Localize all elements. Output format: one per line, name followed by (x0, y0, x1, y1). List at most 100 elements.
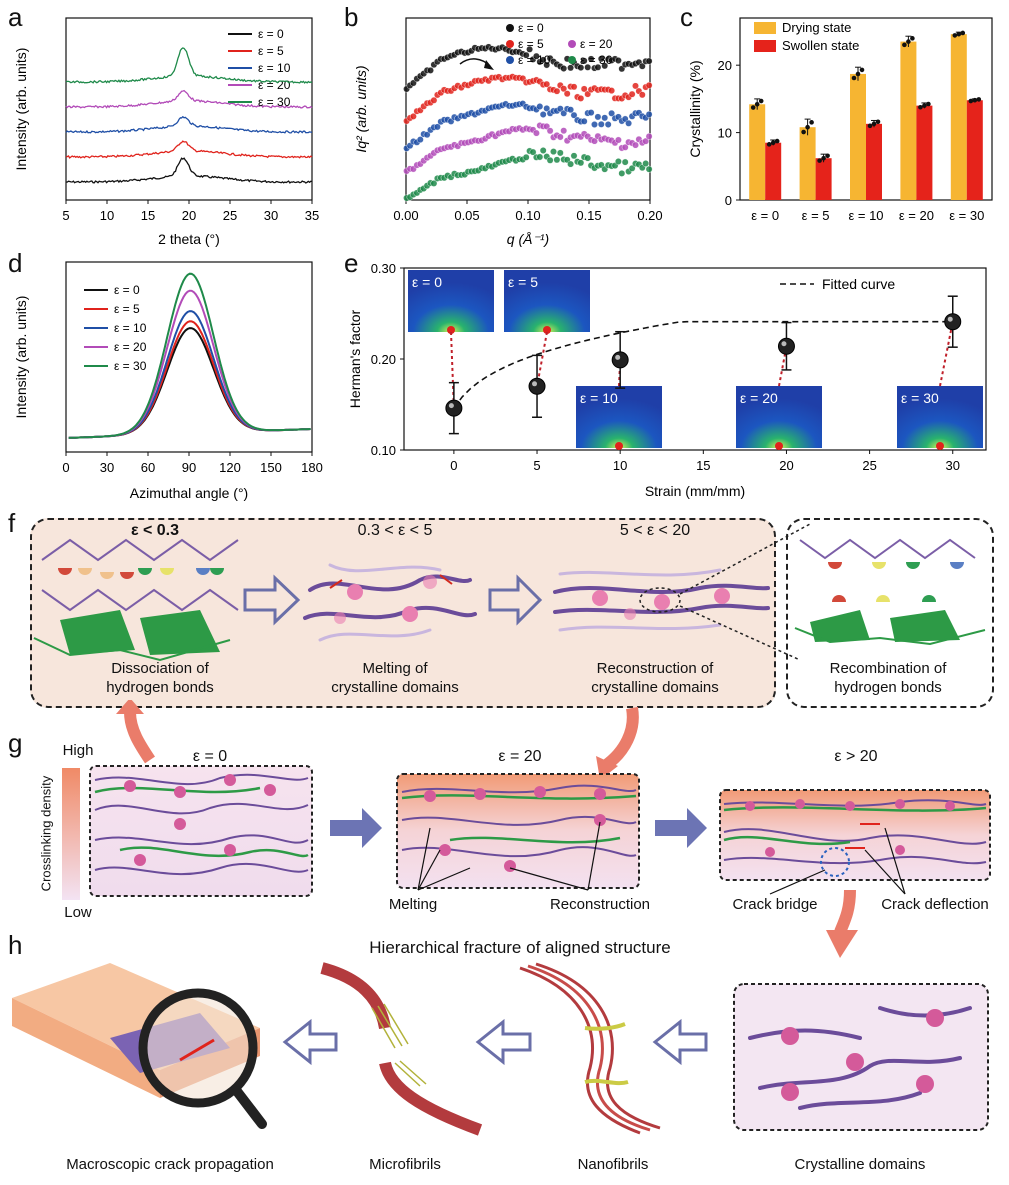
data-point (560, 65, 568, 72)
series-points-1 (403, 73, 653, 125)
data-point (570, 152, 578, 160)
x-tick-label: 0.10 (515, 208, 540, 223)
legend-label-0: Drying state (782, 20, 851, 35)
chart-e-hermans: 0 5 10 15 20 25 30 0.10 0.20 0.30 Strain (mm/mm) He… (347, 261, 987, 499)
data-point (642, 160, 650, 167)
bar-1-2 (866, 123, 882, 200)
x-tick-label: 0.00 (393, 208, 418, 223)
series-points-2 (403, 100, 653, 152)
f-hollow-arrow-2 (488, 574, 543, 626)
f-caption-1b: hydrogen bonds (106, 679, 214, 696)
x-tick-label: 60 (141, 460, 155, 475)
x-tick-label: 120 (219, 460, 241, 475)
f-caption-1a: Dissociation of (111, 660, 209, 677)
data-point (621, 143, 629, 151)
f-stage2-title: 0.3 < ε < 5 (357, 522, 433, 539)
data-point (628, 90, 636, 98)
legend-marker-2 (506, 56, 514, 64)
data-point (587, 109, 595, 117)
x-tick-label: 10 (613, 458, 627, 473)
f-caption-4b: hydrogen bonds (834, 679, 942, 696)
data-point (597, 120, 605, 128)
beamstop-dot (775, 442, 783, 450)
series-line-4 (65, 47, 313, 84)
data-point (614, 158, 622, 165)
data-point (580, 117, 588, 125)
h-hollow-arrow-3 (652, 1018, 708, 1066)
data-point (560, 127, 568, 135)
bar-0-0 (749, 104, 766, 200)
legend-label-2: ε = 10 (518, 53, 551, 67)
x-tick-label: 10 (100, 208, 114, 223)
series-line-3 (65, 89, 313, 109)
replicate-point (821, 155, 826, 161)
replicate-point (871, 121, 877, 127)
y-axis-label: Intensity (arb. units) (13, 296, 29, 419)
bar-1-1 (815, 158, 832, 200)
g-label-crack-deflection: Crack deflection (881, 896, 989, 913)
inset-leader (450, 331, 455, 409)
data-point-highlight (532, 381, 538, 387)
data-point (553, 156, 561, 164)
replicate-point (926, 101, 931, 107)
replicate-point (809, 120, 814, 125)
data-point (430, 96, 438, 104)
f-stage4-art (794, 538, 986, 646)
beamstop-dot (447, 326, 455, 334)
g-arrow-2 (655, 808, 707, 848)
replicate-point (910, 36, 915, 41)
bar-0-1 (799, 127, 816, 200)
data-point (567, 160, 575, 168)
annotation-arrowhead (484, 60, 494, 70)
data-point (532, 129, 540, 137)
series-line-1 (68, 320, 311, 439)
h-microfibril-art (320, 962, 483, 1136)
data-point (532, 52, 540, 60)
legend-label-0: ε = 0 (114, 283, 140, 297)
legend-label-2: ε = 10 (258, 61, 291, 75)
x-tick-label: 30 (264, 208, 278, 223)
h-schematic (12, 962, 989, 1136)
panel-letter-f: f (8, 508, 16, 538)
x-tick-label: 0.15 (576, 208, 601, 223)
h-nanofibril-art (519, 962, 661, 1135)
replicate-point (770, 140, 776, 146)
data-point (546, 127, 554, 135)
legend-label-1: ε = 5 (518, 37, 544, 51)
data-point (597, 55, 605, 63)
chart-d-azimuthal: 0 30 60 90 120 150 180 Azimuthal angle (°) Inten… (13, 261, 323, 501)
series-line-0 (65, 157, 313, 184)
f-caption-3a: Reconstruction of (596, 660, 714, 677)
x-tick-label: 0.05 (454, 208, 479, 223)
data-point (614, 57, 622, 64)
x-tick-label: 35 (305, 208, 319, 223)
replicate-point (754, 101, 760, 107)
data-point (645, 57, 653, 65)
series-line-0 (68, 327, 311, 439)
h-caption-1: Macroscopic crack propagation (66, 1156, 274, 1173)
legend-marker-1 (506, 40, 514, 48)
replicate-point (859, 67, 865, 73)
g-label-crack-bridge: Crack bridge (732, 896, 818, 913)
data-point (642, 137, 650, 145)
x-tick-label: 15 (696, 458, 710, 473)
g-schematic (62, 700, 991, 930)
data-point (560, 85, 568, 93)
y-axis-label: Crystallinity (%) (687, 60, 703, 157)
f-stage1-art (33, 538, 239, 662)
legend-marker-3 (568, 40, 576, 48)
y-tick-label: 20 (718, 58, 732, 73)
legend-swatch-0 (754, 22, 776, 34)
series-line-3 (68, 289, 311, 439)
replicate-point (918, 104, 923, 110)
f-hollow-arrow-1 (243, 574, 301, 626)
data-point (550, 148, 557, 156)
x-axis-label: 2 theta (°) (158, 231, 220, 247)
category-label: ε = 20 (899, 208, 934, 223)
data-point-highlight (448, 403, 454, 409)
g-title-2: ε = 20 (498, 748, 542, 765)
replicate-point (851, 75, 857, 81)
data-point (427, 67, 434, 74)
x-tick-label: 0.20 (637, 208, 662, 223)
data-point (526, 45, 534, 53)
